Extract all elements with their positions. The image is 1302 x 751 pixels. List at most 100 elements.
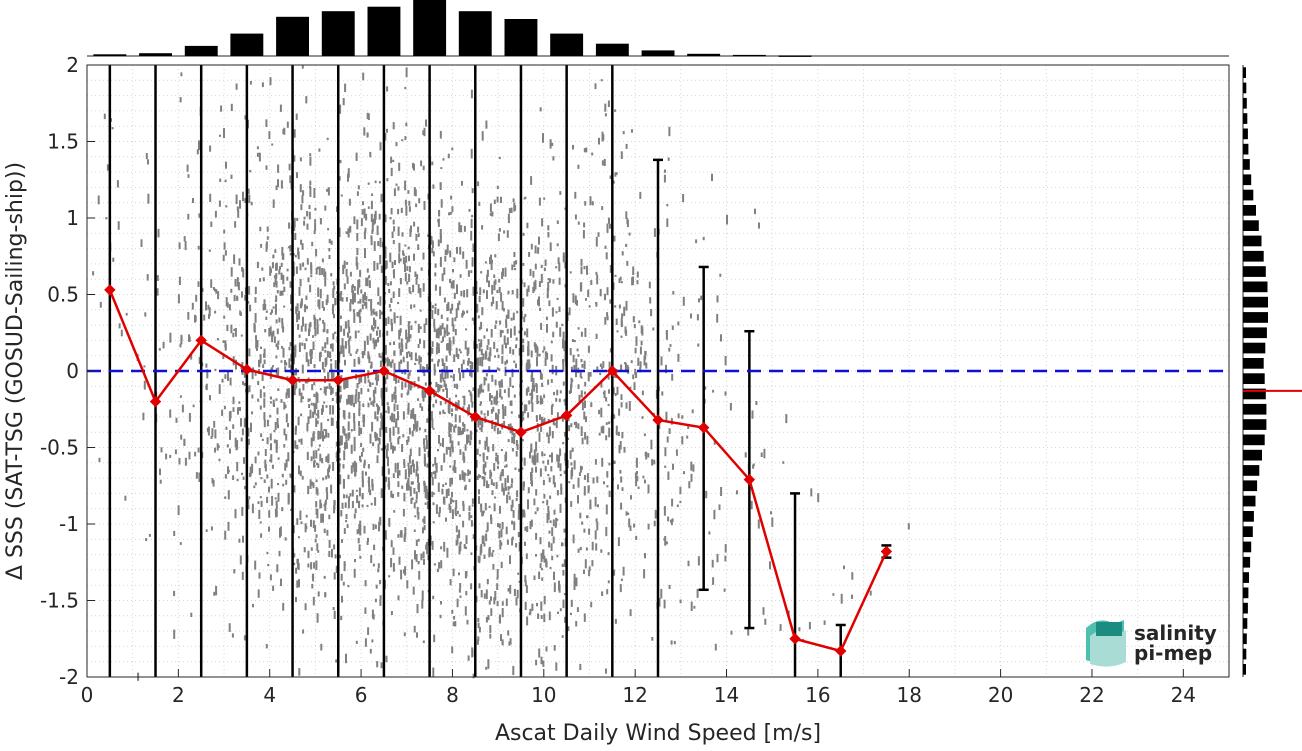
scatter-point — [390, 540, 393, 548]
scatter-point — [360, 442, 363, 447]
scatter-point — [535, 415, 538, 422]
scatter-point — [532, 287, 535, 293]
scatter-point — [640, 325, 643, 334]
scatter-point — [605, 668, 607, 674]
scatter-point — [343, 283, 346, 290]
scatter-point — [496, 390, 498, 400]
right-histogram-bar — [1243, 602, 1248, 614]
scatter-point — [605, 252, 608, 260]
scatter-point — [339, 394, 342, 399]
scatter-point — [469, 470, 471, 475]
scatter-point — [447, 488, 450, 496]
scatter-point — [259, 405, 262, 410]
scatter-point — [486, 328, 488, 332]
scatter-point — [620, 502, 623, 510]
scatter-point — [498, 278, 501, 283]
scatter-point — [345, 653, 347, 664]
scatter-point — [311, 384, 314, 391]
scatter-point — [403, 569, 405, 574]
scatter-point — [573, 421, 576, 425]
scatter-point — [293, 129, 296, 138]
scatter-point — [445, 355, 448, 362]
scatter-point — [407, 484, 410, 491]
scatter-point — [757, 519, 760, 529]
scatter-point — [687, 425, 690, 429]
scatter-point — [596, 476, 599, 483]
scatter-point — [457, 305, 460, 309]
scatter-point — [620, 364, 623, 372]
scatter-point — [340, 435, 343, 445]
scatter-point — [440, 384, 443, 389]
scatter-point — [446, 369, 449, 379]
scatter-point — [486, 269, 489, 277]
scatter-point — [437, 343, 440, 351]
scatter-point — [595, 271, 598, 275]
scatter-point — [471, 504, 474, 507]
scatter-point — [483, 554, 486, 559]
right-histogram-bar — [1243, 541, 1252, 553]
scatter-point — [413, 488, 416, 494]
scatter-point — [486, 290, 488, 299]
scatter-point — [629, 386, 632, 389]
scatter-point — [485, 589, 488, 600]
scatter-point — [505, 526, 508, 535]
scatter-point — [293, 485, 296, 493]
scatter-point — [583, 411, 586, 420]
scatter-point — [339, 435, 342, 446]
scatter-point — [345, 442, 348, 449]
scatter-point — [407, 333, 410, 339]
scatter-point — [601, 591, 604, 596]
scatter-point — [454, 317, 457, 322]
scatter-point — [609, 175, 612, 179]
scatter-point — [503, 389, 506, 393]
scatter-point — [480, 339, 483, 348]
scatter-point — [361, 451, 363, 457]
scatter-point — [619, 276, 622, 281]
scatter-point — [663, 174, 666, 183]
scatter-point — [276, 564, 279, 573]
scatter-point — [528, 400, 531, 405]
scatter-point — [432, 595, 435, 600]
scatter-point — [358, 408, 361, 416]
scatter-point — [294, 440, 297, 449]
scatter-point — [374, 411, 377, 420]
scatter-point — [568, 307, 571, 316]
scatter-point — [404, 180, 407, 191]
scatter-point — [480, 321, 483, 329]
scatter-point — [653, 228, 656, 237]
scatter-point — [203, 314, 206, 321]
scatter-point — [145, 153, 148, 160]
scatter-point — [391, 412, 394, 422]
scatter-point — [509, 346, 512, 354]
scatter-point — [444, 401, 447, 405]
scatter-point — [294, 232, 297, 240]
scatter-point — [570, 384, 572, 393]
x-tick-label: 16 — [805, 683, 830, 707]
scatter-point — [438, 209, 441, 217]
scatter-point — [415, 499, 418, 504]
scatter-point — [179, 542, 182, 545]
scatter-point — [350, 429, 353, 432]
scatter-point — [320, 422, 323, 432]
scatter-point — [288, 358, 291, 368]
scatter-point — [254, 560, 257, 570]
scatter-point — [118, 323, 121, 329]
scatter-point — [541, 419, 544, 424]
scatter-point — [296, 444, 299, 450]
scatter-point — [363, 127, 366, 136]
scatter-point — [232, 407, 235, 412]
scatter-point — [343, 450, 346, 461]
scatter-point — [405, 255, 408, 263]
scatter-point — [317, 430, 320, 440]
scatter-point — [303, 343, 306, 350]
scatter-point — [372, 308, 375, 313]
scatter-point — [625, 329, 628, 336]
scatter-point — [457, 426, 460, 436]
scatter-point — [524, 541, 526, 546]
scatter-point — [297, 247, 300, 256]
scatter-point — [197, 447, 200, 453]
scatter-point — [371, 223, 374, 232]
scatter-point — [453, 257, 456, 263]
scatter-point — [380, 448, 383, 451]
scatter-point — [537, 299, 539, 306]
